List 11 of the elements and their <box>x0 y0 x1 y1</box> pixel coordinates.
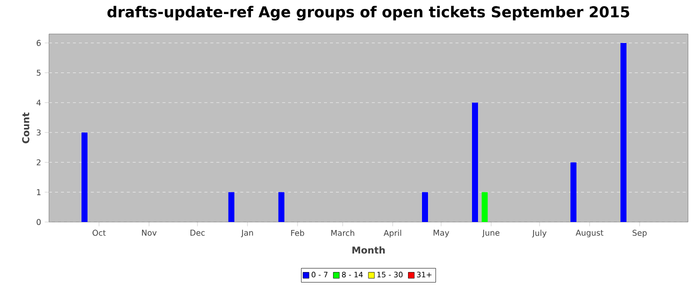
bar <box>82 132 88 222</box>
x-axis-title: Month <box>352 246 385 254</box>
bar <box>228 192 234 222</box>
bar <box>620 42 626 222</box>
bar <box>570 162 576 222</box>
bar <box>482 192 488 222</box>
bar <box>422 192 428 222</box>
bar <box>278 192 284 222</box>
chart-title: drafts-update-ref Age groups of open tickets September 2015 <box>107 6 630 20</box>
y-axis-title: Count <box>22 112 30 144</box>
bar <box>472 102 478 222</box>
